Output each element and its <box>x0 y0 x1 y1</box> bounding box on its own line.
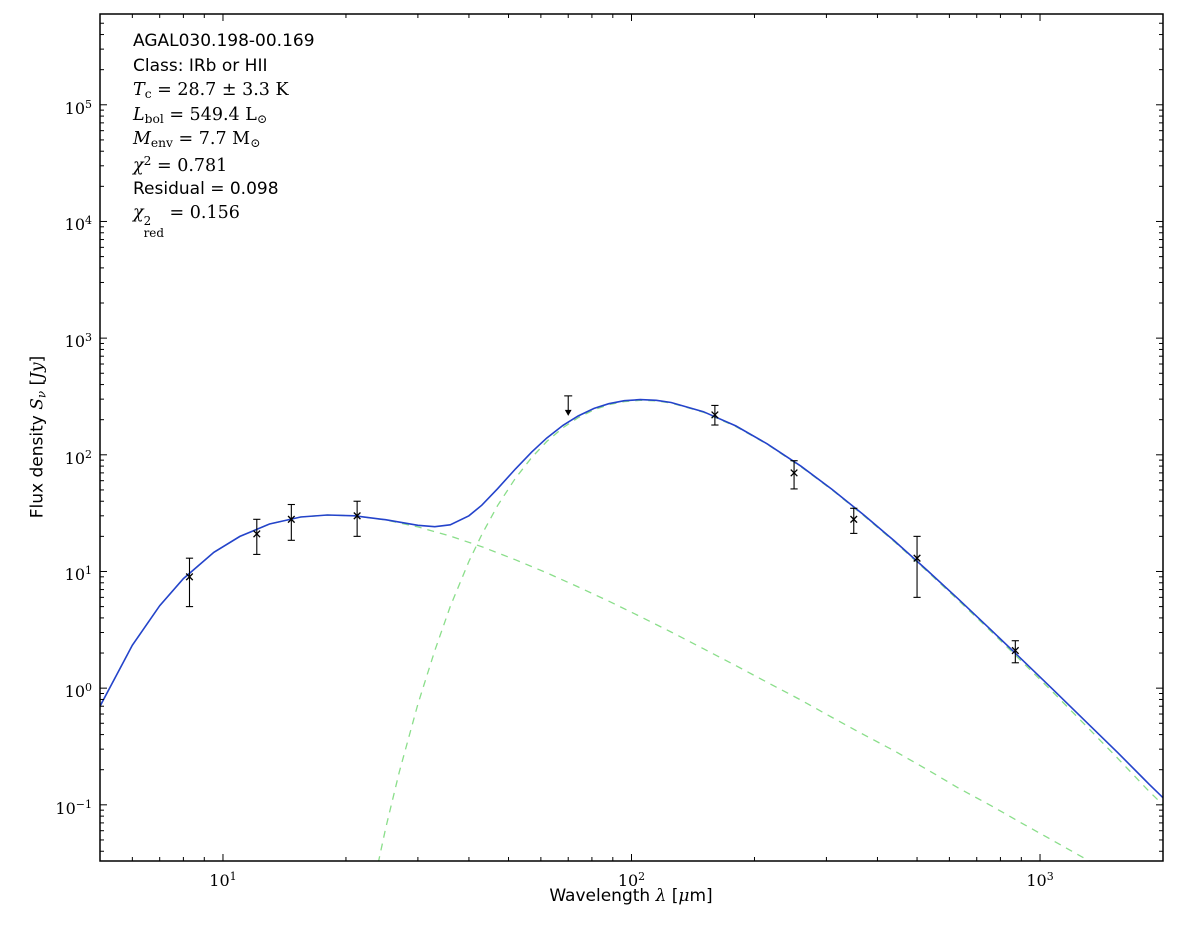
text-segment: λ <box>655 886 667 906</box>
text-segment: c <box>144 87 152 102</box>
data-point-12.1um <box>253 518 261 555</box>
data-point-870um <box>1011 640 1020 664</box>
text-segment: 2 red <box>144 215 164 240</box>
annotation-line: AGAL030.198-00.169 <box>133 31 315 56</box>
text-segment: Residual = 0.098 <box>133 178 279 199</box>
text-segment: AGAL030.198-00.169 <box>133 31 315 51</box>
text-segment: ] <box>27 355 48 363</box>
annotation-line: Tc = 28.7 ± 3.3 K <box>133 80 315 105</box>
tick-exponent: 2 <box>638 870 646 883</box>
text-segment: T <box>133 80 145 101</box>
text-segment: [ <box>27 378 48 391</box>
text-segment: = 549.4 L <box>163 104 257 125</box>
tick-exponent: 1 <box>85 564 92 578</box>
text-segment: Flux density <box>27 409 48 519</box>
text-segment: 2 <box>143 153 152 168</box>
annotation-line: Residual = 0.098 <box>133 179 315 204</box>
text-segment: Jy <box>27 362 48 379</box>
data-points <box>185 395 1020 664</box>
text-segment: ⊙ <box>256 111 268 126</box>
superscript: 2 <box>143 213 152 228</box>
text-segment: m] <box>689 886 713 906</box>
text-segment: χ <box>133 203 144 224</box>
data-point-160um <box>711 404 719 426</box>
cold-component-fit-curve <box>377 399 1163 861</box>
y-tick-label: 100 <box>64 681 92 702</box>
fit-parameters-annotation: AGAL030.198-00.169 Class: IRb or HII Tc = … <box>133 31 315 239</box>
text-segment: [ <box>666 886 679 906</box>
tick-exponent: −1 <box>75 797 92 811</box>
annotation-line: χ2 = 0.781 <box>133 154 315 179</box>
text-segment: Class: IRb or HII <box>133 55 268 76</box>
two-component-fit-total-curve <box>100 398 1163 799</box>
data-point-70um <box>564 395 573 416</box>
text-segment: = 7.7 M <box>172 129 251 150</box>
y-tick-label: 102 <box>64 447 92 468</box>
annotation-line: χ 2 red = 0.156 <box>133 203 315 239</box>
text-segment: ⊙ <box>250 136 261 151</box>
text-segment: S <box>27 398 48 410</box>
tick-exponent: 3 <box>1046 870 1054 883</box>
x-tick-label: 102 <box>617 870 646 890</box>
text-segment: bol <box>144 111 164 126</box>
text-segment: μ <box>678 886 690 906</box>
text-segment: = 0.781 <box>151 156 228 177</box>
y-tick-label: 10−1 <box>55 797 92 818</box>
text-segment: Wavelength <box>549 886 656 906</box>
x-tick-label: 103 <box>1026 870 1054 890</box>
annotation-line: Lbol = 549.4 L⊙ <box>133 105 315 130</box>
text-segment: L <box>133 104 145 125</box>
annotation-line: Menv = 7.7 M⊙ <box>133 129 315 154</box>
data-point-350um <box>850 507 858 534</box>
x-tick-label: 101 <box>209 870 237 890</box>
hot-component-fit-curve <box>100 514 1091 861</box>
y-tick-label: 103 <box>64 331 92 352</box>
tick-exponent: 0 <box>85 681 92 695</box>
tick-exponent: 4 <box>85 214 92 228</box>
data-point-250um <box>790 460 798 490</box>
text-segment: χ <box>133 156 144 177</box>
annotation-line: Class: IRb or HII <box>133 56 315 81</box>
tick-exponent: 5 <box>85 97 92 111</box>
y-tick-label: 105 <box>64 97 92 118</box>
tick-exponent: 2 <box>85 447 92 461</box>
data-point-500um <box>913 535 921 598</box>
text-segment: = 0.156 <box>163 203 240 224</box>
y-tick-label: 104 <box>64 214 92 235</box>
text-segment: M <box>133 129 151 150</box>
upper-limit-arrow <box>564 409 572 416</box>
plot-frame <box>99 13 1164 862</box>
y-tick-label: 101 <box>64 564 92 585</box>
subscript: red <box>143 226 164 241</box>
x-axis-title: Wavelength λ [μm] <box>549 886 712 906</box>
text-segment: ν <box>34 390 49 399</box>
data-point-14.7um <box>287 503 296 541</box>
text-segment: env <box>150 136 173 151</box>
text-segment: = 28.7 ± 3.3 K <box>151 80 289 101</box>
tick-exponent: 1 <box>229 870 237 883</box>
data-point-8.28um <box>185 557 194 608</box>
model-curves <box>100 398 1163 861</box>
tick-exponent: 3 <box>85 331 92 345</box>
y-axis-title: Flux density Sν [Jy] <box>28 356 49 518</box>
data-point-21.3um <box>353 500 361 537</box>
